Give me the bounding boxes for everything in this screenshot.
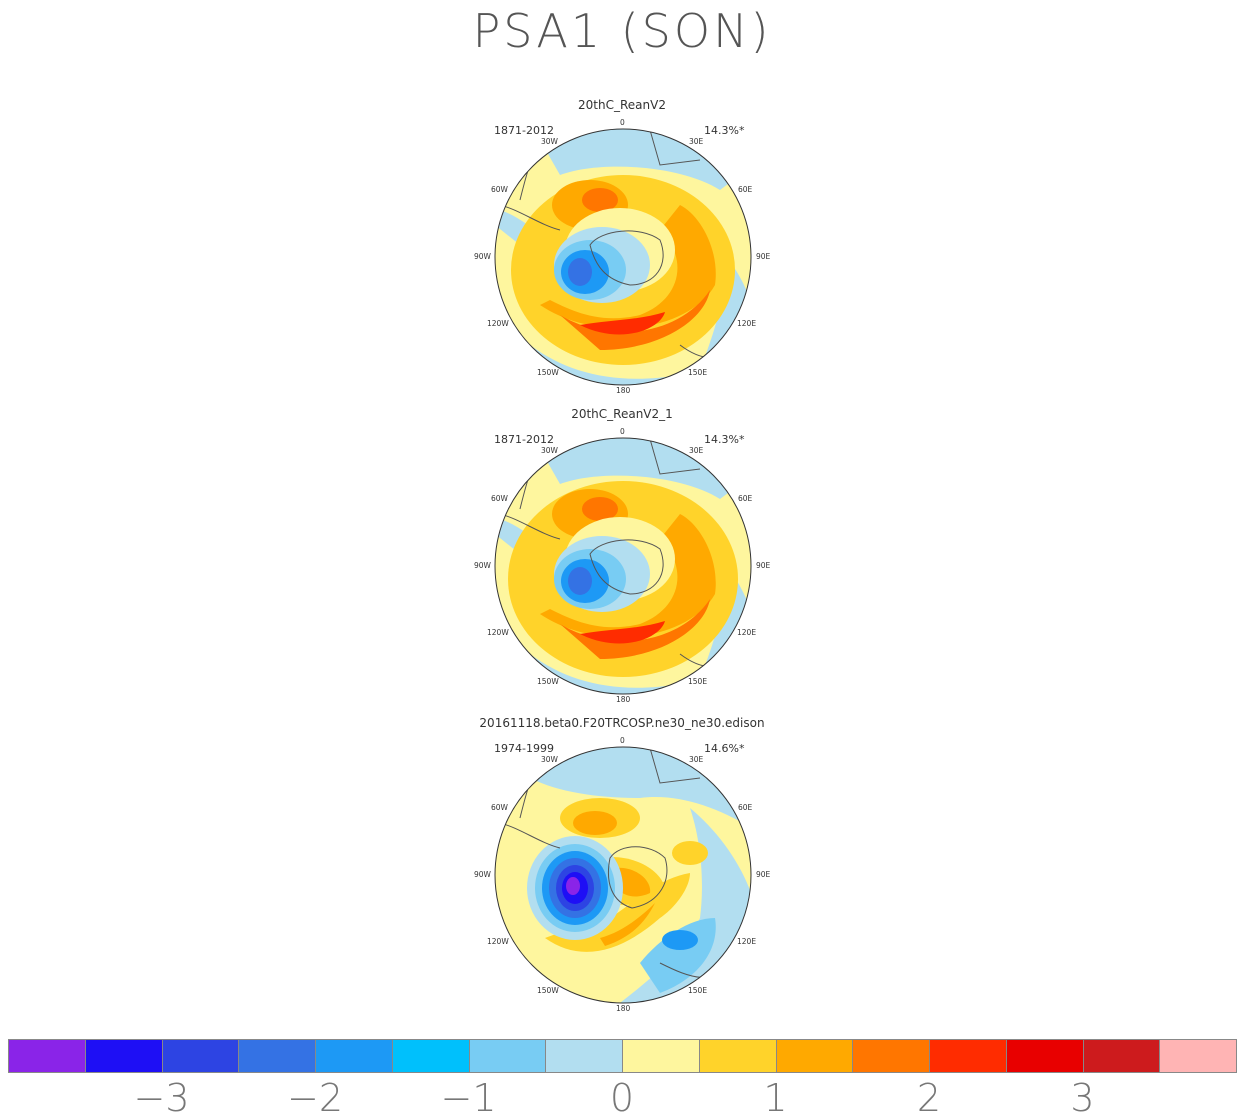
panel-title: 20thC_ReanV2 <box>578 98 666 112</box>
lon-label-30w: 30W <box>541 446 558 455</box>
lon-label-120e: 120E <box>737 319 757 328</box>
lon-label-0: 0 <box>620 736 625 745</box>
polar-map <box>494 437 752 695</box>
panel-years: 1871-2012 <box>494 124 554 137</box>
lon-label-60w: 60W <box>491 185 508 194</box>
lon-label-90w: 90W <box>474 561 491 570</box>
colorbar-tick-label: 0 <box>609 1076 635 1120</box>
colorbar <box>8 1039 1237 1073</box>
colorbar-tick-label: 3 <box>1070 1076 1095 1120</box>
colorbar-swatch <box>929 1039 1007 1073</box>
lon-label-30w: 30W <box>541 137 558 146</box>
lon-label-90e: 90E <box>756 561 771 570</box>
colorbar-tick-label: −2 <box>286 1076 344 1120</box>
lon-label-120w: 120W <box>487 628 509 637</box>
polar-map <box>494 128 752 386</box>
lon-label-0: 0 <box>620 427 625 436</box>
lon-label-30e: 30E <box>689 137 704 146</box>
lon-label-0: 0 <box>620 118 625 127</box>
lon-label-90e: 90E <box>756 870 771 879</box>
lon-label-30e: 30E <box>689 755 704 764</box>
colorbar-swatch <box>1005 1039 1084 1073</box>
colorbar-tick-label: −3 <box>133 1076 190 1120</box>
lon-label-150w: 150W <box>537 677 559 686</box>
colorbar-swatch <box>238 1039 316 1073</box>
lon-label-60w: 60W <box>491 494 508 503</box>
colorbar-swatch <box>1159 1039 1237 1073</box>
colorbar-swatch <box>315 1039 393 1073</box>
colorbar-swatch <box>852 1039 930 1073</box>
panel-percent: 14.3%* <box>704 124 745 137</box>
lon-label-30e: 30E <box>689 446 704 455</box>
lon-label-120e: 120E <box>737 937 757 946</box>
lon-label-120e: 120E <box>737 628 757 637</box>
colorbar-swatch <box>468 1039 547 1073</box>
colorbar-tick-label: −1 <box>440 1076 497 1120</box>
colorbar-swatch <box>775 1039 854 1073</box>
panel-years: 1974-1999 <box>494 742 554 755</box>
lon-label-60e: 60E <box>738 494 753 503</box>
colorbar-swatch <box>545 1039 623 1073</box>
colorbar-swatch <box>1082 1039 1161 1073</box>
panel-percent: 14.3%* <box>704 433 745 446</box>
lon-label-180: 180 <box>616 1004 631 1013</box>
colorbar-swatch <box>698 1039 777 1073</box>
colorbar-swatch <box>391 1039 470 1073</box>
panel-years: 1871-2012 <box>494 433 554 446</box>
figure-title: PSA1 (SON) <box>472 4 772 58</box>
lon-label-120w: 120W <box>487 319 509 328</box>
lon-label-150w: 150W <box>537 368 559 377</box>
lon-label-30w: 30W <box>541 755 558 764</box>
lon-label-150e: 150E <box>688 368 708 377</box>
lon-label-180: 180 <box>616 386 631 395</box>
lon-label-90w: 90W <box>474 870 491 879</box>
colorbar-swatch <box>622 1039 700 1073</box>
lon-label-90e: 90E <box>756 252 771 261</box>
lon-label-60e: 60E <box>738 185 753 194</box>
lon-label-150e: 150E <box>688 986 708 995</box>
panel-percent: 14.6%* <box>704 742 745 755</box>
lon-label-180: 180 <box>616 695 631 704</box>
lon-label-150e: 150E <box>688 677 708 686</box>
colorbar-swatch <box>161 1039 240 1073</box>
colorbar-tick-label: 1 <box>763 1076 788 1120</box>
lon-label-60e: 60E <box>738 803 753 812</box>
panel-title: 20161118.beta0.F20TRCOSP.ne30_ne30.ediso… <box>479 716 765 730</box>
lon-label-90w: 90W <box>474 252 491 261</box>
colorbar-swatch <box>84 1039 163 1073</box>
lon-label-120w: 120W <box>487 937 509 946</box>
panel-title: 20thC_ReanV2_1 <box>571 407 673 421</box>
lon-label-60w: 60W <box>491 803 508 812</box>
lon-label-150w: 150W <box>537 986 559 995</box>
colorbar-tick-label: 2 <box>916 1076 942 1120</box>
polar-map <box>494 746 752 1004</box>
colorbar-swatch <box>8 1039 86 1073</box>
